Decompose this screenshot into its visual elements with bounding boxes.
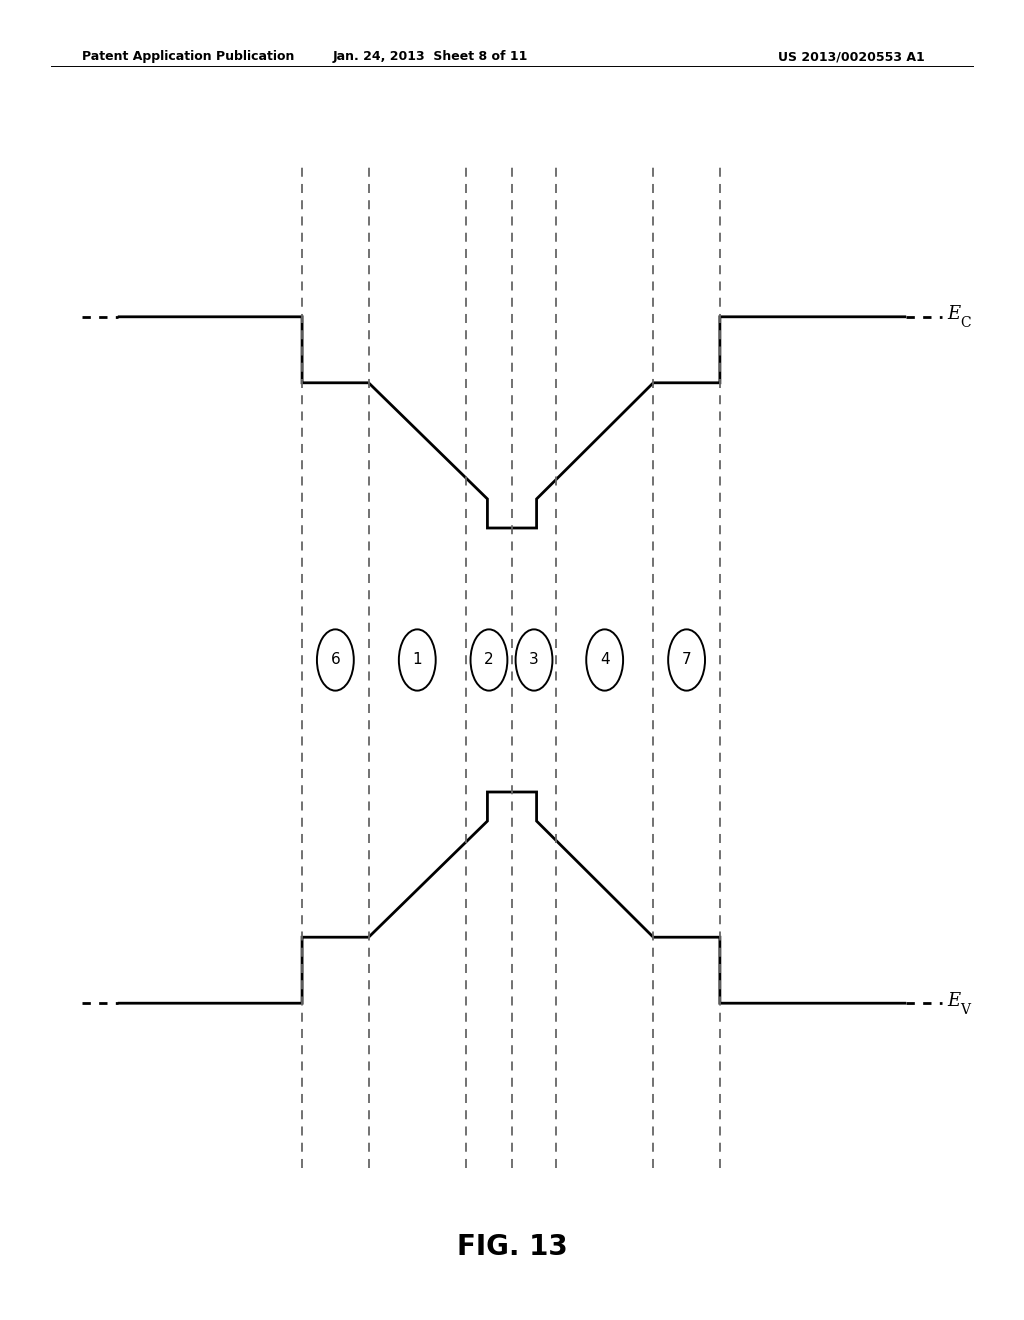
Text: 2: 2 xyxy=(484,652,494,668)
Ellipse shape xyxy=(398,630,436,690)
Text: E: E xyxy=(947,991,961,1010)
Text: 3: 3 xyxy=(529,652,539,668)
Ellipse shape xyxy=(516,630,553,690)
Text: US 2013/0020553 A1: US 2013/0020553 A1 xyxy=(778,50,925,63)
Ellipse shape xyxy=(471,630,508,690)
Ellipse shape xyxy=(317,630,354,690)
Text: Jan. 24, 2013  Sheet 8 of 11: Jan. 24, 2013 Sheet 8 of 11 xyxy=(333,50,527,63)
Text: 4: 4 xyxy=(600,652,609,668)
Text: 7: 7 xyxy=(682,652,691,668)
Ellipse shape xyxy=(668,630,705,690)
Text: C: C xyxy=(961,317,971,330)
Text: FIG. 13: FIG. 13 xyxy=(457,1233,567,1262)
Text: V: V xyxy=(961,1003,971,1016)
Ellipse shape xyxy=(586,630,623,690)
Text: 6: 6 xyxy=(331,652,340,668)
Text: 1: 1 xyxy=(413,652,422,668)
Text: E: E xyxy=(947,305,961,323)
Text: Patent Application Publication: Patent Application Publication xyxy=(82,50,294,63)
